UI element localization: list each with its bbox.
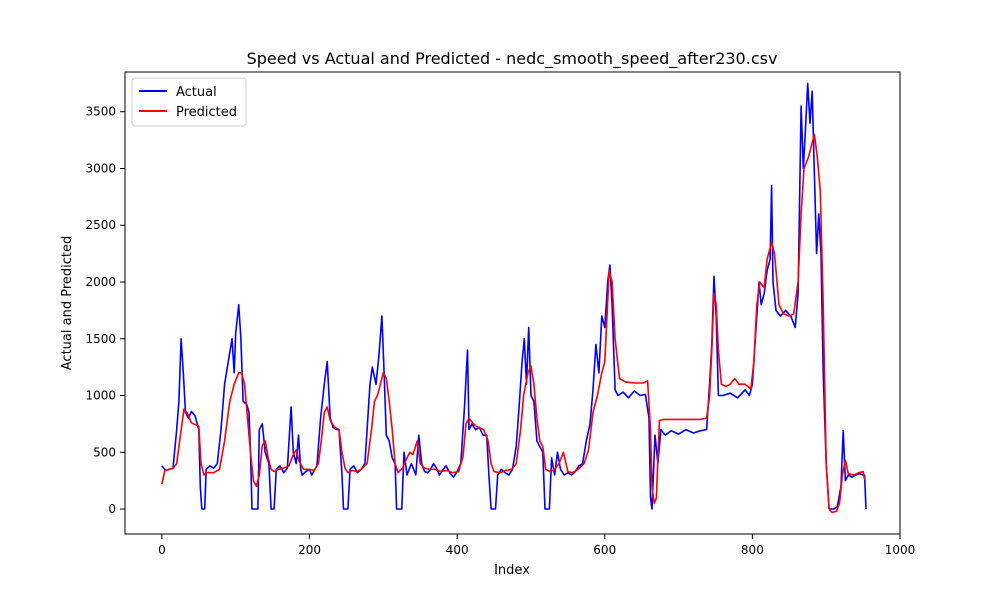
x-tick-label: 200 <box>298 543 321 557</box>
x-tick-label: 0 <box>158 543 166 557</box>
y-axis: 0 500 1000 1500 2000 2500 3000 3500 <box>85 105 125 516</box>
x-tick-label: 800 <box>741 543 764 557</box>
y-tick-label: 3000 <box>85 161 116 175</box>
legend-label-predicted: Predicted <box>176 105 237 120</box>
y-tick-label: 500 <box>93 445 116 459</box>
plot-frame <box>124 71 901 535</box>
y-tick-label: 3500 <box>85 105 116 119</box>
y-tick-label: 1500 <box>85 332 116 346</box>
chart-title: Speed vs Actual and Predicted - nedc_smo… <box>247 49 778 69</box>
x-tick-label: 1000 <box>885 543 916 557</box>
y-tick-label: 2000 <box>85 275 116 289</box>
x-axis: 0 200 400 600 800 1000 <box>158 534 915 557</box>
y-tick-label: 2500 <box>85 218 116 232</box>
series-layer <box>161 82 867 514</box>
x-tick-label: 400 <box>446 543 469 557</box>
legend-label-actual: Actual <box>176 85 217 100</box>
series-line-actual <box>161 82 867 510</box>
y-axis-label: Actual and Predicted <box>60 236 75 370</box>
y-tick-label: 1000 <box>85 389 116 403</box>
x-tick-label: 600 <box>593 543 616 557</box>
series-line-predicted <box>161 133 866 514</box>
legend: Actual Predicted <box>131 77 247 127</box>
x-axis-label: Index <box>494 563 530 578</box>
y-tick-label: 0 <box>108 502 116 516</box>
